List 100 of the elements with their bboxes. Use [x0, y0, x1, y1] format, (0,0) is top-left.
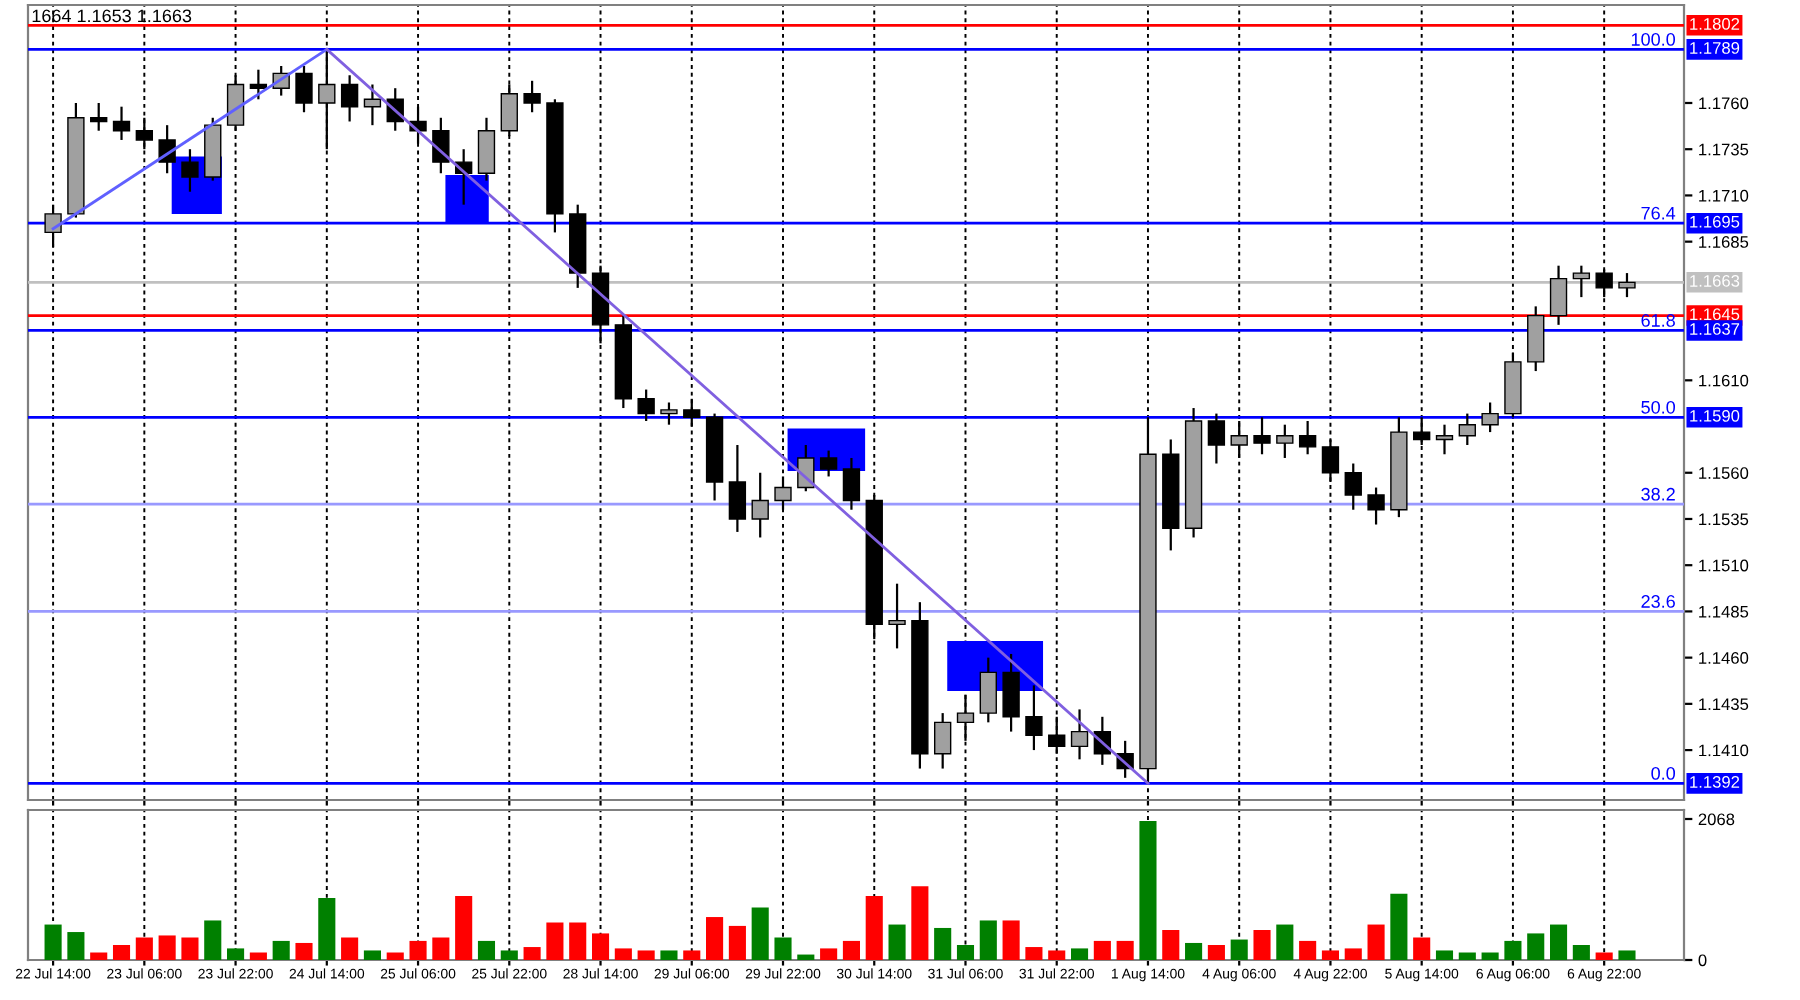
bar	[1458, 952, 1476, 960]
y-tick-label: 1.1510	[1699, 559, 1749, 572]
candlestick	[1435, 423, 1454, 456]
bar	[249, 952, 267, 960]
candlestick	[751, 471, 769, 539]
y-tick-label: 1.1535	[1699, 513, 1749, 526]
y-tick-label: 1.1685	[1699, 236, 1749, 248]
bar	[774, 937, 792, 960]
bar	[842, 940, 860, 960]
bar	[660, 950, 678, 960]
candlestick	[1458, 412, 1476, 447]
candlestick	[933, 711, 952, 770]
bar	[1070, 948, 1089, 960]
y-tick-label: 0	[1698, 954, 1707, 967]
candlestick	[1549, 264, 1568, 326]
bar	[455, 895, 473, 960]
candlestick	[295, 64, 313, 114]
ref-line-label: 1.1802	[1690, 18, 1740, 30]
bar	[432, 937, 450, 960]
bar	[728, 925, 746, 960]
bar	[934, 927, 952, 960]
bar	[591, 933, 610, 960]
candlestick	[1002, 652, 1020, 733]
candlestick	[432, 116, 450, 175]
candlestick	[979, 656, 997, 724]
y-tick-label: 1.1410	[1699, 744, 1749, 757]
bar	[318, 897, 336, 960]
bar	[1230, 939, 1248, 960]
bar	[181, 937, 199, 960]
annotation: 23.6	[1641, 595, 1675, 608]
candlestick	[1230, 419, 1248, 460]
ref-line-label: 1.1645	[1690, 308, 1740, 321]
bar	[1299, 940, 1317, 960]
y-tick-label: 1.1735	[1699, 143, 1749, 156]
bar	[1185, 942, 1203, 960]
candlestick	[1367, 486, 1385, 526]
candlestick	[1298, 419, 1317, 456]
candlestick	[1276, 423, 1294, 460]
bar	[911, 886, 929, 960]
y-tick-label: 1.1460	[1699, 652, 1749, 664]
bar	[90, 952, 108, 960]
bar	[386, 952, 404, 960]
bar	[272, 940, 290, 960]
candlestick	[181, 148, 199, 193]
annotation: 1664 1.1653 1.1663	[32, 9, 192, 23]
y-tick-label: 1.1710	[1699, 189, 1749, 202]
bar	[135, 937, 153, 960]
bar	[1253, 930, 1271, 960]
bar	[1276, 924, 1294, 960]
candlestick	[523, 79, 541, 114]
bar	[158, 935, 176, 960]
bar	[1162, 930, 1180, 960]
candlestick	[1618, 271, 1636, 299]
y-tick-label: 1.1560	[1699, 467, 1749, 479]
ref-line-label: 1.1590	[1690, 409, 1740, 422]
candlestick	[1207, 412, 1226, 465]
annotation: 38.2	[1641, 487, 1675, 501]
bar	[1527, 933, 1545, 960]
bar	[204, 920, 222, 960]
bar	[1025, 947, 1043, 960]
bar	[1139, 820, 1157, 960]
bar	[956, 945, 975, 960]
bar	[1344, 948, 1362, 960]
candlestick	[1572, 264, 1591, 299]
bar	[67, 932, 85, 960]
bar	[1390, 893, 1408, 960]
candlestick	[1527, 305, 1545, 373]
y-tick-label: 1.1610	[1699, 374, 1749, 387]
bar	[363, 950, 381, 960]
bar	[1367, 924, 1385, 960]
candlestick	[1253, 416, 1271, 456]
ref-line-label: 1.1695	[1690, 215, 1740, 228]
bar	[683, 950, 701, 960]
candlestick	[112, 105, 131, 142]
annotation: 0.0	[1651, 767, 1676, 780]
bar	[820, 948, 838, 960]
candlestick	[90, 101, 108, 132]
bar	[409, 940, 427, 960]
bar	[546, 922, 564, 960]
bar	[1595, 952, 1613, 960]
bar	[523, 947, 541, 960]
bar	[1549, 924, 1568, 960]
ref-line-label: 1.1392	[1690, 776, 1740, 788]
candlestick	[660, 401, 678, 426]
candlestick	[1481, 401, 1499, 434]
bar	[341, 937, 359, 960]
bar	[1093, 940, 1111, 960]
candlestick	[819, 449, 838, 478]
candlestick	[637, 388, 655, 423]
bar	[44, 924, 62, 960]
candlestick	[1344, 462, 1362, 511]
y-tick-label: 2068	[1698, 813, 1735, 826]
bar	[1435, 950, 1454, 960]
bar	[751, 907, 769, 960]
candlestick	[363, 83, 382, 127]
ref-line-label: 1.1789	[1690, 42, 1740, 54]
bar	[1481, 952, 1499, 960]
bar	[295, 942, 313, 960]
bar	[1116, 940, 1134, 960]
annotation: 76.4	[1641, 206, 1676, 220]
